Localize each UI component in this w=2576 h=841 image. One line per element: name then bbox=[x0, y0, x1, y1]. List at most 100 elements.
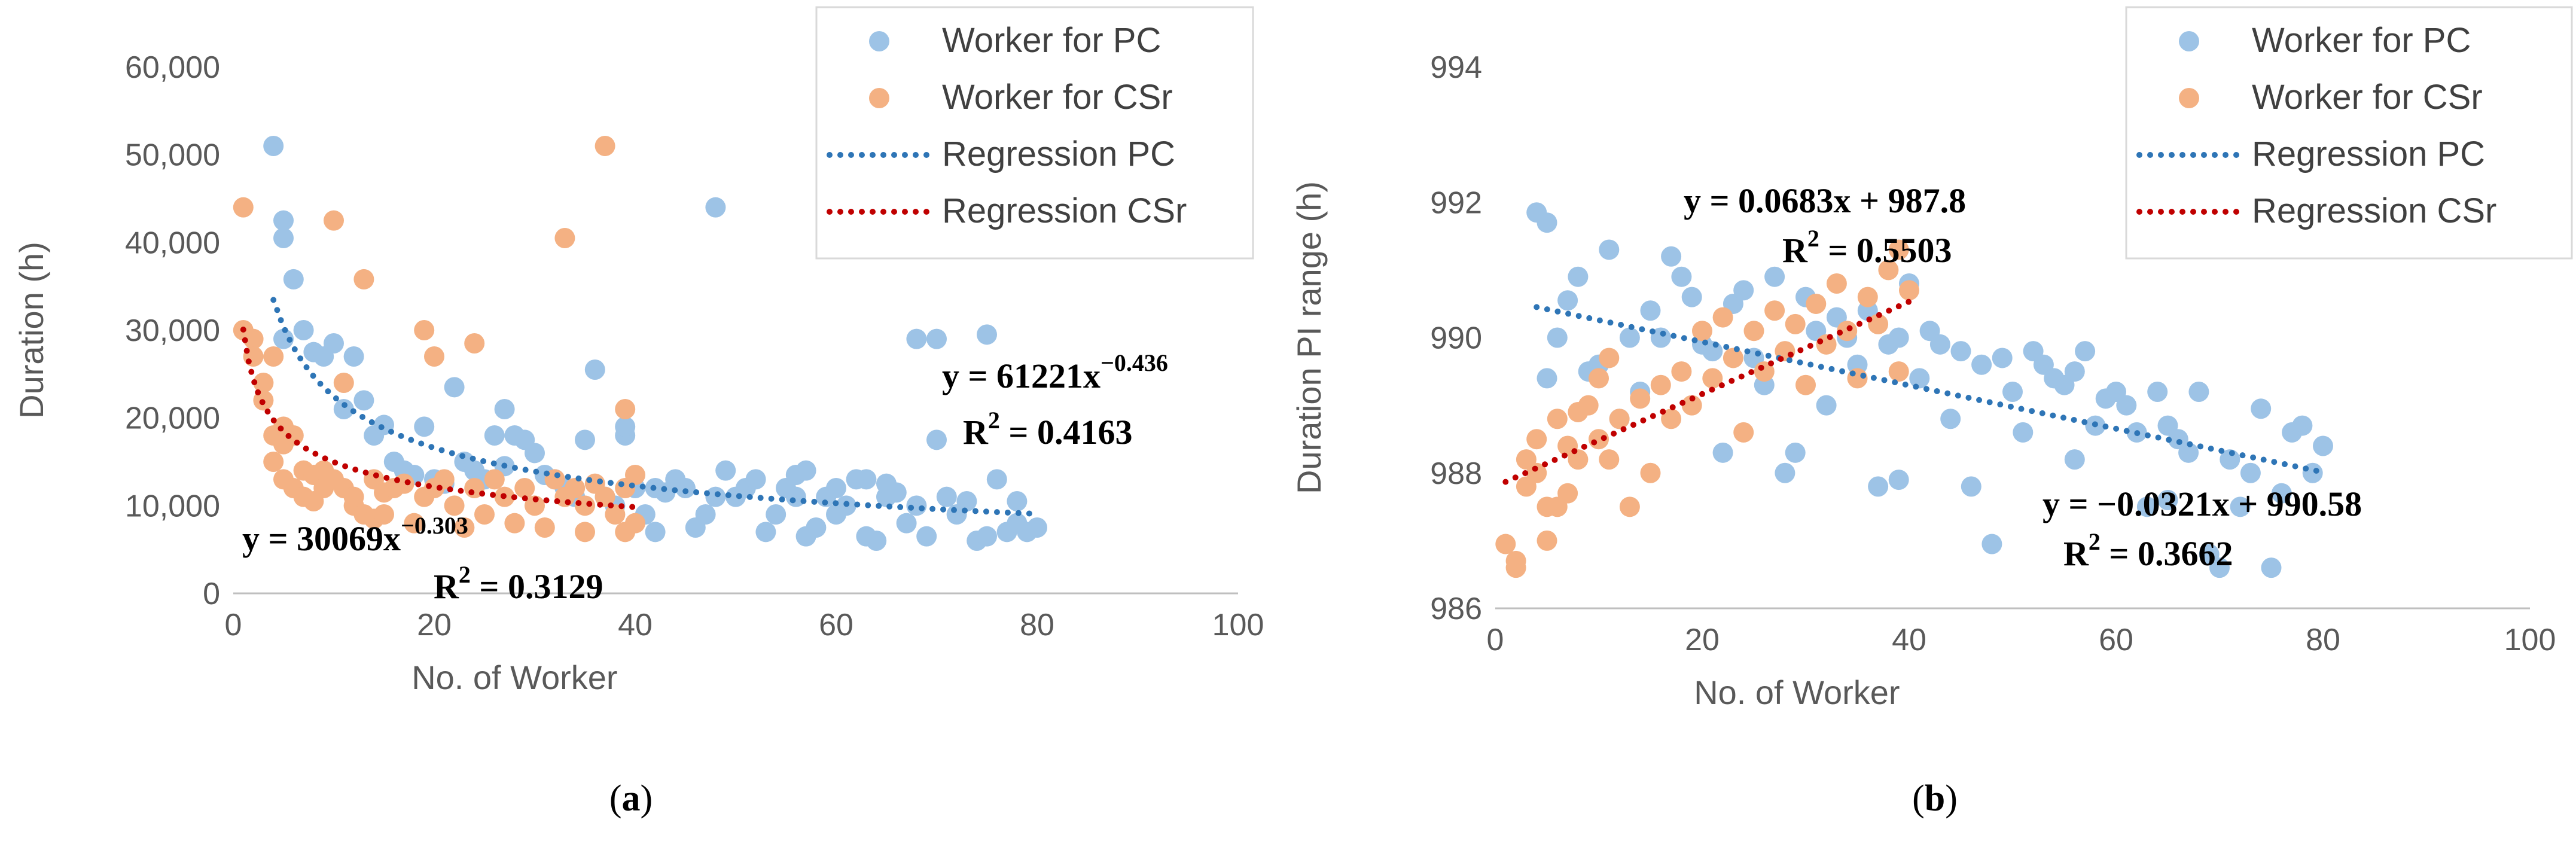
csr-r2-value: = 0.5503 bbox=[1819, 231, 1952, 270]
csr-point bbox=[474, 504, 495, 525]
csr-point bbox=[1806, 293, 1827, 314]
pc-point bbox=[745, 469, 766, 490]
y-tick-label: 0 bbox=[203, 577, 220, 611]
csr-r2: R2 = 0.3129 bbox=[434, 561, 603, 606]
pc-point bbox=[1650, 327, 1671, 348]
x-tick-label: 60 bbox=[819, 608, 853, 642]
csr-point bbox=[233, 197, 254, 218]
csr-point bbox=[1785, 313, 1806, 334]
csr-point bbox=[1630, 388, 1651, 409]
pc-point bbox=[956, 491, 977, 511]
x-axis-title: No. of Worker bbox=[411, 659, 617, 696]
y-tick-label: 40,000 bbox=[125, 226, 220, 260]
pc-point bbox=[2292, 415, 2313, 436]
csr-point bbox=[1599, 449, 1620, 470]
pc-point bbox=[1537, 368, 1557, 389]
csr-point bbox=[1526, 429, 1547, 450]
csr-point bbox=[1495, 534, 1516, 554]
x-tick-label: 40 bbox=[618, 608, 653, 642]
regression-pc-line bbox=[270, 297, 1040, 517]
pc-point bbox=[906, 328, 927, 349]
pc-point bbox=[575, 429, 595, 450]
csr-equation: y = 0.0683x + 987.8 bbox=[1684, 181, 1966, 220]
pc-point bbox=[1640, 300, 1661, 321]
csr-point bbox=[464, 333, 485, 354]
pc-point bbox=[2075, 341, 2096, 362]
csr-point bbox=[1547, 409, 1568, 429]
pc-point bbox=[806, 517, 827, 538]
legend-box bbox=[2125, 6, 2573, 260]
csr-point bbox=[1837, 321, 1858, 342]
pc-point bbox=[1981, 534, 2002, 554]
csr-point bbox=[1661, 409, 1682, 429]
csr-equation-main: y = 30069x bbox=[242, 519, 401, 558]
pc-point bbox=[856, 469, 877, 490]
pc-point bbox=[795, 460, 816, 481]
csr-point bbox=[625, 513, 645, 534]
csr-point bbox=[514, 478, 535, 498]
csr-point bbox=[404, 513, 425, 534]
csr-point bbox=[575, 522, 595, 543]
pc-point bbox=[2147, 382, 2168, 402]
csr-r2: R2 = 0.5503 bbox=[1782, 225, 1952, 270]
csr-point bbox=[333, 373, 354, 393]
chart-panel-a: 0 10,000 20,000 30,000 40,000 50,000 60,000 0 20… bbox=[0, 0, 1280, 841]
csr-equation-exponent: −0.303 bbox=[401, 512, 468, 539]
pc-point bbox=[1785, 442, 1806, 463]
csr-point bbox=[1878, 260, 1899, 281]
legend-entry-label: Worker for PC bbox=[942, 21, 1161, 60]
pc-point bbox=[2064, 449, 2085, 470]
panel-label-letter: a bbox=[622, 778, 641, 819]
panel-label-close: ) bbox=[1945, 778, 1958, 819]
pc-point bbox=[2178, 442, 2199, 463]
pc-point bbox=[2209, 557, 2230, 578]
csr-point bbox=[1888, 239, 1909, 260]
pc-point bbox=[263, 136, 284, 156]
chart-a-svg: 0 10,000 20,000 30,000 40,000 50,000 60,000 0 20… bbox=[13, 6, 1264, 819]
pc-point bbox=[2240, 462, 2261, 483]
panel-label: (b) bbox=[1912, 778, 1958, 819]
pc-point bbox=[755, 522, 776, 543]
pc-point bbox=[705, 486, 726, 507]
pc-point bbox=[2271, 483, 2292, 504]
pc-point bbox=[1661, 246, 1682, 267]
pc-point bbox=[977, 526, 997, 547]
csr-point bbox=[444, 495, 465, 516]
pc-point bbox=[1888, 327, 1909, 348]
pc-point bbox=[1671, 266, 1692, 287]
csr-point bbox=[605, 504, 626, 525]
pc-point bbox=[584, 359, 605, 380]
pc-point bbox=[414, 416, 435, 437]
pc-point bbox=[2157, 490, 2178, 510]
pc-point bbox=[494, 399, 515, 419]
pc-point bbox=[826, 478, 846, 498]
pc-point bbox=[645, 522, 666, 543]
csr-point bbox=[1795, 374, 1816, 395]
pc-point bbox=[1971, 354, 1992, 375]
pc-equation: y = 61221x−0.436 bbox=[942, 349, 1168, 395]
pc-point bbox=[1950, 341, 1971, 362]
pc-point bbox=[1712, 442, 1733, 463]
csr-equation-main: y = 0.0683x + 987.8 bbox=[1684, 181, 1966, 220]
y-tick-label: 20,000 bbox=[125, 401, 220, 436]
pc-point bbox=[2064, 361, 2085, 382]
pc-r2: R2 = 0.3662 bbox=[2063, 528, 2233, 573]
csr-point bbox=[1816, 334, 1837, 355]
legend-entry-label: Worker for CSr bbox=[942, 78, 1173, 117]
csr-r2-symbol: R bbox=[434, 567, 459, 606]
chart-panel-b: 986 988 990 992 994 0 20 40 60 80 100 No. of Worker… bbox=[1292, 0, 2576, 841]
pc-point bbox=[615, 416, 636, 437]
csr-point bbox=[1681, 395, 1702, 416]
csr-point bbox=[1578, 395, 1599, 416]
csr-point bbox=[253, 373, 274, 393]
csr-point bbox=[1692, 321, 1712, 342]
x-tick-label: 60 bbox=[2099, 623, 2133, 657]
pc-r2-sup: 2 bbox=[988, 407, 1000, 434]
pc-point bbox=[2188, 382, 2209, 402]
pc-r2-value: = 0.4163 bbox=[1000, 413, 1133, 452]
pc-point bbox=[1868, 476, 1889, 497]
csr-point bbox=[1589, 368, 1609, 389]
x-tick-label: 0 bbox=[1487, 623, 1504, 657]
pc-point bbox=[273, 328, 294, 349]
pc-point bbox=[916, 526, 937, 547]
